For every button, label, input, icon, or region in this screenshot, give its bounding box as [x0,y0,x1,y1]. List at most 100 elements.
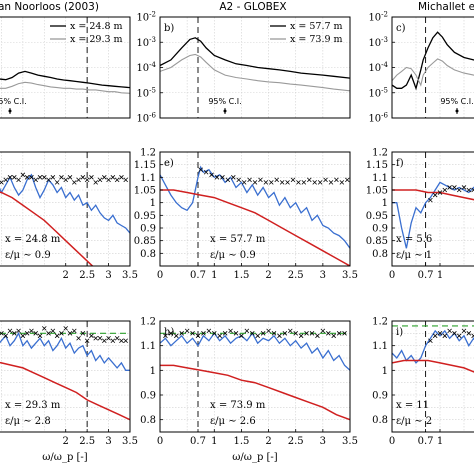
panel-title-right: Michallet et [418,1,474,13]
data-marker [179,331,184,336]
data-marker [84,177,90,183]
data-marker [42,175,47,180]
data-marker [231,175,236,180]
axes-frame [0,320,131,433]
data-marker [80,331,86,336]
series-line-0 [160,332,350,371]
data-marker [63,177,68,183]
x-tick-label: 0 [389,436,395,447]
data-marker [59,331,64,336]
annotation-ratio: ε/μ ∼ 0.9 [210,250,256,261]
data-marker [76,177,81,183]
series-line-1 [392,58,474,87]
series-line-0 [160,37,350,79]
data-marker [342,331,347,336]
legend-entry: x = 29.3 m [70,34,123,45]
data-marker [119,338,124,344]
data-marker [0,180,4,185]
data-marker [119,175,124,180]
y-tick-label: 1 [150,198,156,209]
data-marker [241,180,247,185]
plot-area [160,321,350,432]
data-marker [50,328,56,334]
data-marker [37,333,43,339]
x-tick-label: 0 [157,270,163,281]
series-line-0 [392,31,474,91]
data-marker [293,331,298,336]
data-marker [269,180,274,185]
data-marker [93,180,98,185]
x-tick-label: 3.5 [342,436,358,447]
data-marker [54,333,60,339]
x-tick-label: 3 [105,270,111,281]
data-marker [298,333,304,339]
series-line-1 [0,81,130,94]
data-marker [59,175,64,180]
data-marker [3,333,8,339]
data-marker [24,175,30,180]
series-line-1 [160,53,350,92]
series-line-0 [0,70,130,89]
data-marker [323,177,328,183]
data-marker [304,331,309,336]
series-line-1 [160,189,350,266]
x-tick-label: 0.7 [190,436,206,447]
y-tick-label: 10-2 [136,11,156,24]
data-marker [46,331,51,336]
data-marker [437,190,443,195]
y-tick-label: 10-6 [136,112,156,125]
panel-g: 2 2.5 3 3.5 x = 29.3 m ε/μ ∼ 2.8 ω/ω_p [-] [0,320,138,463]
y-tick-label: 1.2 [372,148,388,159]
panel-e: 0 0.7 1 1.5 2 2.5 3 3.51.21.151.11.0510.950.90.… [134,148,358,282]
annotation-position: x = 24.8 m [5,234,61,245]
data-marker [317,180,323,185]
data-marker [266,328,271,334]
x-tick-label: 2.5 [79,270,95,281]
y-tick-label: 1.15 [366,160,388,171]
data-marker [301,180,307,185]
data-marker [288,328,293,334]
x-tick-label: 0.7 [418,436,434,447]
data-marker [102,175,107,180]
x-tick-label: 3.5 [122,436,138,447]
y-tick-label: 1.1 [372,173,388,184]
panel-d: 2 2.5 3 3.5 x = 24.8 m ε/μ ∼ 0.9 [0,151,138,281]
y-tick-label: 0.8 [140,415,156,426]
y-tick-label: 1.05 [366,186,388,197]
data-marker [309,331,315,336]
data-marker [214,175,220,180]
data-marker [89,333,94,339]
data-marker [106,335,111,341]
x-tick-label: 0.7 [418,270,434,281]
data-marker [236,177,241,183]
data-marker [20,333,26,339]
panel-title-left: an Noorloos (2003) [0,1,99,13]
data-marker [263,180,269,185]
data-marker [274,177,279,183]
data-marker [63,326,68,331]
data-marker [195,333,201,339]
x-tick-label: 3 [320,436,326,447]
data-marker [442,187,448,193]
data-marker [12,331,17,336]
x-tick-label: 2 [265,270,271,281]
x-tick-label: 0 [157,436,163,447]
data-marker [307,177,312,183]
data-marker [247,177,252,183]
axes-frame [391,320,474,433]
series-line-1 [0,361,130,421]
x-tick-label: 2.5 [288,436,304,447]
data-marker [110,338,116,344]
series-line-0 [0,173,130,234]
data-marker [24,331,30,336]
y-tick-label: 0.8 [372,415,388,426]
plot-area [392,152,474,266]
data-marker [190,331,195,336]
data-marker [461,185,467,190]
data-marker [7,175,13,180]
data-marker [184,328,190,334]
data-marker [250,331,255,336]
data-marker [466,331,472,336]
data-marker [54,180,60,185]
data-marker [312,180,317,185]
